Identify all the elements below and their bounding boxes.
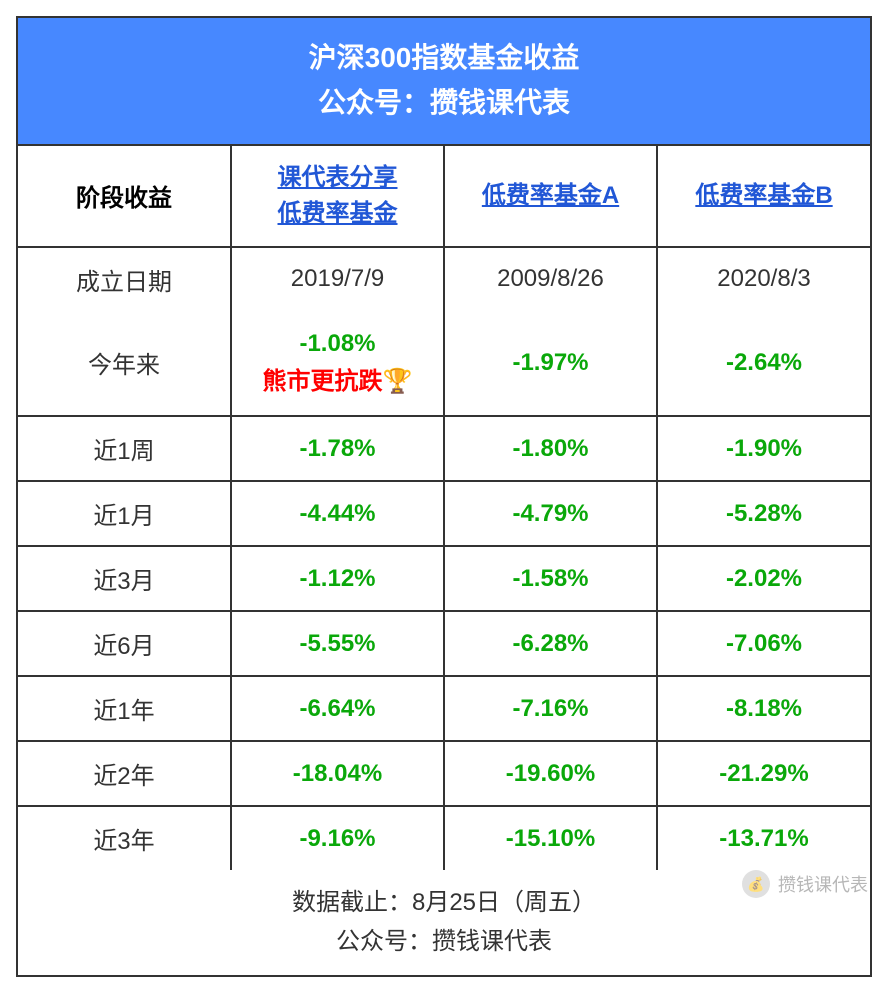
return-value-fund3: -7.06% xyxy=(657,611,870,676)
table-row: 近6月-5.55%-6.28%-7.06% xyxy=(18,611,870,676)
return-value-fund3: -1.90% xyxy=(657,416,870,481)
fund-returns-table: 沪深300指数基金收益 公众号：攒钱课代表 阶段收益 课代表分享 低费率基金 低… xyxy=(16,16,872,977)
table-row: 近3月-1.12%-1.58%-2.02% xyxy=(18,546,870,611)
return-value-fund3: -13.71% xyxy=(657,806,870,870)
return-value-fund1: -1.12% xyxy=(231,546,444,611)
return-value-fund3: -2.02% xyxy=(657,546,870,611)
period-label: 近1周 xyxy=(18,416,231,481)
return-value-fund2: -7.16% xyxy=(444,676,657,741)
return-value-fund1: -9.16% xyxy=(231,806,444,870)
fund-b-link: 低费率基金B xyxy=(695,182,832,209)
inception-date-3: 2020/8/3 xyxy=(657,247,870,311)
return-value-fund3: -5.28% xyxy=(657,481,870,546)
return-value-fund1: -5.55% xyxy=(231,611,444,676)
return-value-fund1: -1.78% xyxy=(231,416,444,481)
period-label: 近1年 xyxy=(18,676,231,741)
fund-a-link: 低费率基金A xyxy=(482,182,619,209)
title-line-1: 沪深300指数基金收益 xyxy=(28,36,860,81)
inception-date-row: 成立日期 2019/7/9 2009/8/26 2020/8/3 xyxy=(18,247,870,311)
return-value-fund1: -1.08% 熊市更抗跌🏆 xyxy=(231,311,444,417)
period-label: 近2年 xyxy=(18,741,231,806)
inception-date-1: 2019/7/9 xyxy=(231,247,444,311)
return-percentage: -1.08% xyxy=(240,325,435,363)
column-headers-row: 阶段收益 课代表分享 低费率基金 低费率基金A 低费率基金B xyxy=(18,146,870,247)
period-label: 今年来 xyxy=(18,311,231,417)
return-value-fund2: -1.97% xyxy=(444,311,657,417)
inception-label: 成立日期 xyxy=(18,247,231,311)
return-value-fund1: -18.04% xyxy=(231,741,444,806)
watermark-text: 攒钱课代表 xyxy=(778,871,868,897)
return-value-fund2: -15.10% xyxy=(444,806,657,870)
return-value-fund3: -2.64% xyxy=(657,311,870,417)
fund-recommended-header[interactable]: 课代表分享 低费率基金 xyxy=(231,146,444,247)
fund-b-header[interactable]: 低费率基金B xyxy=(657,146,870,247)
table-row: 近3年-9.16%-15.10%-13.71% xyxy=(18,806,870,870)
table-row: 近2年-18.04%-19.60%-21.29% xyxy=(18,741,870,806)
period-label: 近1月 xyxy=(18,481,231,546)
table-title-header: 沪深300指数基金收益 公众号：攒钱课代表 xyxy=(18,18,870,146)
return-value-fund3: -21.29% xyxy=(657,741,870,806)
table-row: 今年来-1.08% 熊市更抗跌🏆 -1.97%-2.64% xyxy=(18,311,870,417)
inception-date-2: 2009/8/26 xyxy=(444,247,657,311)
return-value-fund2: -6.28% xyxy=(444,611,657,676)
return-value-fund3: -8.18% xyxy=(657,676,870,741)
data-table: 阶段收益 课代表分享 低费率基金 低费率基金A 低费率基金B 成立日期 2019… xyxy=(18,146,870,976)
table-row: 近1月-4.44%-4.79%-5.28% xyxy=(18,481,870,546)
fund-a-header[interactable]: 低费率基金A xyxy=(444,146,657,247)
highlight-badge: 熊市更抗跌🏆 xyxy=(263,368,413,395)
watermark-icon: 💰 xyxy=(742,870,770,898)
footer-line-1: 数据截止：8月25日（周五） xyxy=(26,884,862,922)
return-value-fund2: -1.58% xyxy=(444,546,657,611)
period-column-header: 阶段收益 xyxy=(18,146,231,247)
return-value-fund1: -6.64% xyxy=(231,676,444,741)
period-label: 近3月 xyxy=(18,546,231,611)
return-value-fund2: -19.60% xyxy=(444,741,657,806)
fund-link-line1: 课代表分享 xyxy=(278,164,398,191)
fund-link-line2: 低费率基金 xyxy=(278,200,398,227)
table-row: 近1年-6.64%-7.16%-8.18% xyxy=(18,676,870,741)
title-line-2: 公众号：攒钱课代表 xyxy=(28,81,860,126)
watermark: 💰 攒钱课代表 xyxy=(742,870,868,898)
return-value-fund2: -4.79% xyxy=(444,481,657,546)
table-row: 近1周-1.78%-1.80%-1.90% xyxy=(18,416,870,481)
period-label: 近3年 xyxy=(18,806,231,870)
return-value-fund2: -1.80% xyxy=(444,416,657,481)
footer-line-2: 公众号：攒钱课代表 xyxy=(26,923,862,961)
return-value-fund1: -4.44% xyxy=(231,481,444,546)
period-label: 近6月 xyxy=(18,611,231,676)
